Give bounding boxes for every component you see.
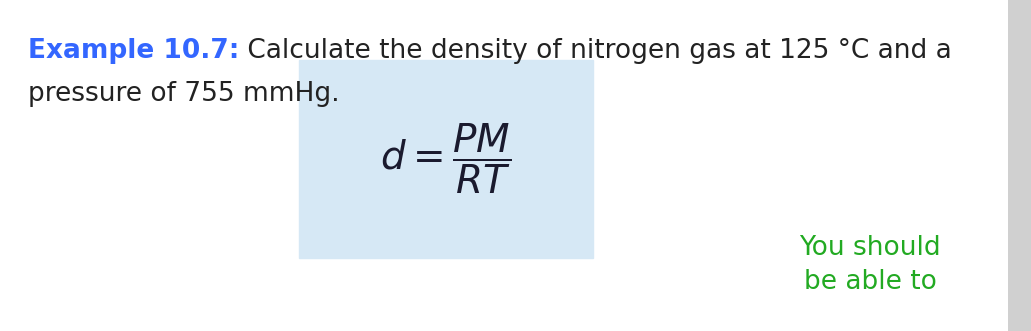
Text: Example 10.7:: Example 10.7: <box>28 38 239 64</box>
Text: pressure of 755 mmHg.: pressure of 755 mmHg. <box>28 81 339 107</box>
Text: Calculate the density of nitrogen gas at 125 °C and a: Calculate the density of nitrogen gas at… <box>239 38 952 64</box>
Text: You should
be able to: You should be able to <box>799 235 941 295</box>
Bar <box>1008 0 1031 331</box>
Bar <box>299 60 593 258</box>
Text: $\mathit{d} = \dfrac{\mathit{PM}}{\mathit{RT}}$: $\mathit{d} = \dfrac{\mathit{PM}}{\mathi… <box>380 122 511 196</box>
